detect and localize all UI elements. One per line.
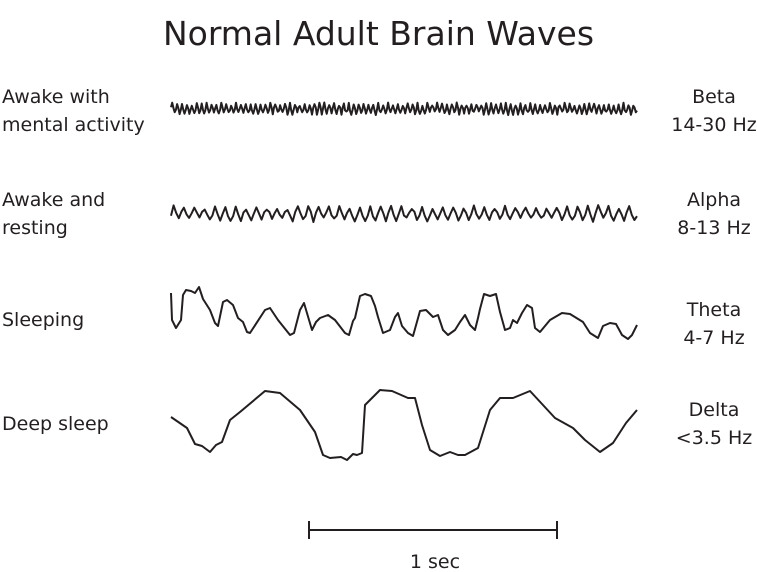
state-label-alpha: Awake and resting: [2, 186, 105, 242]
beta-waveform: [170, 101, 638, 116]
wave-frequency: 14-30 Hz: [671, 114, 757, 136]
state-line: Deep sleep: [2, 413, 109, 435]
state-label-delta: Deep sleep: [2, 410, 109, 438]
state-line: Sleeping: [2, 309, 85, 331]
state-line: mental activity: [2, 114, 145, 136]
alpha-waveform: [170, 204, 638, 223]
state-label-theta: Sleeping: [2, 306, 84, 334]
wave-frequency: 4-7 Hz: [683, 327, 745, 349]
wave-name: Alpha: [686, 189, 742, 211]
diagram-title: Normal Adult Brain Waves: [162, 14, 595, 53]
wave-frequency: 8-13 Hz: [677, 217, 751, 239]
theta-waveform: [170, 286, 638, 340]
state-label-beta: Awake with mental activity: [2, 83, 145, 139]
state-line: resting: [2, 217, 68, 239]
delta-waveform: [170, 389, 638, 461]
wave-label-delta: Delta <3.5 Hz: [668, 396, 757, 452]
wave-label-beta: Beta 14-30 Hz: [668, 83, 757, 139]
wave-label-alpha: Alpha 8-13 Hz: [668, 186, 757, 242]
state-line: Awake and: [2, 189, 106, 211]
scale-bar-label: 1 sec: [409, 551, 461, 572]
wave-frequency: <3.5 Hz: [675, 427, 753, 449]
wave-name: Beta: [692, 86, 736, 108]
scale-bar: [308, 521, 558, 539]
wave-name: Theta: [686, 299, 742, 321]
state-line: Awake with: [2, 86, 110, 108]
wave-label-theta: Theta 4-7 Hz: [668, 296, 757, 352]
wave-name: Delta: [688, 399, 740, 421]
